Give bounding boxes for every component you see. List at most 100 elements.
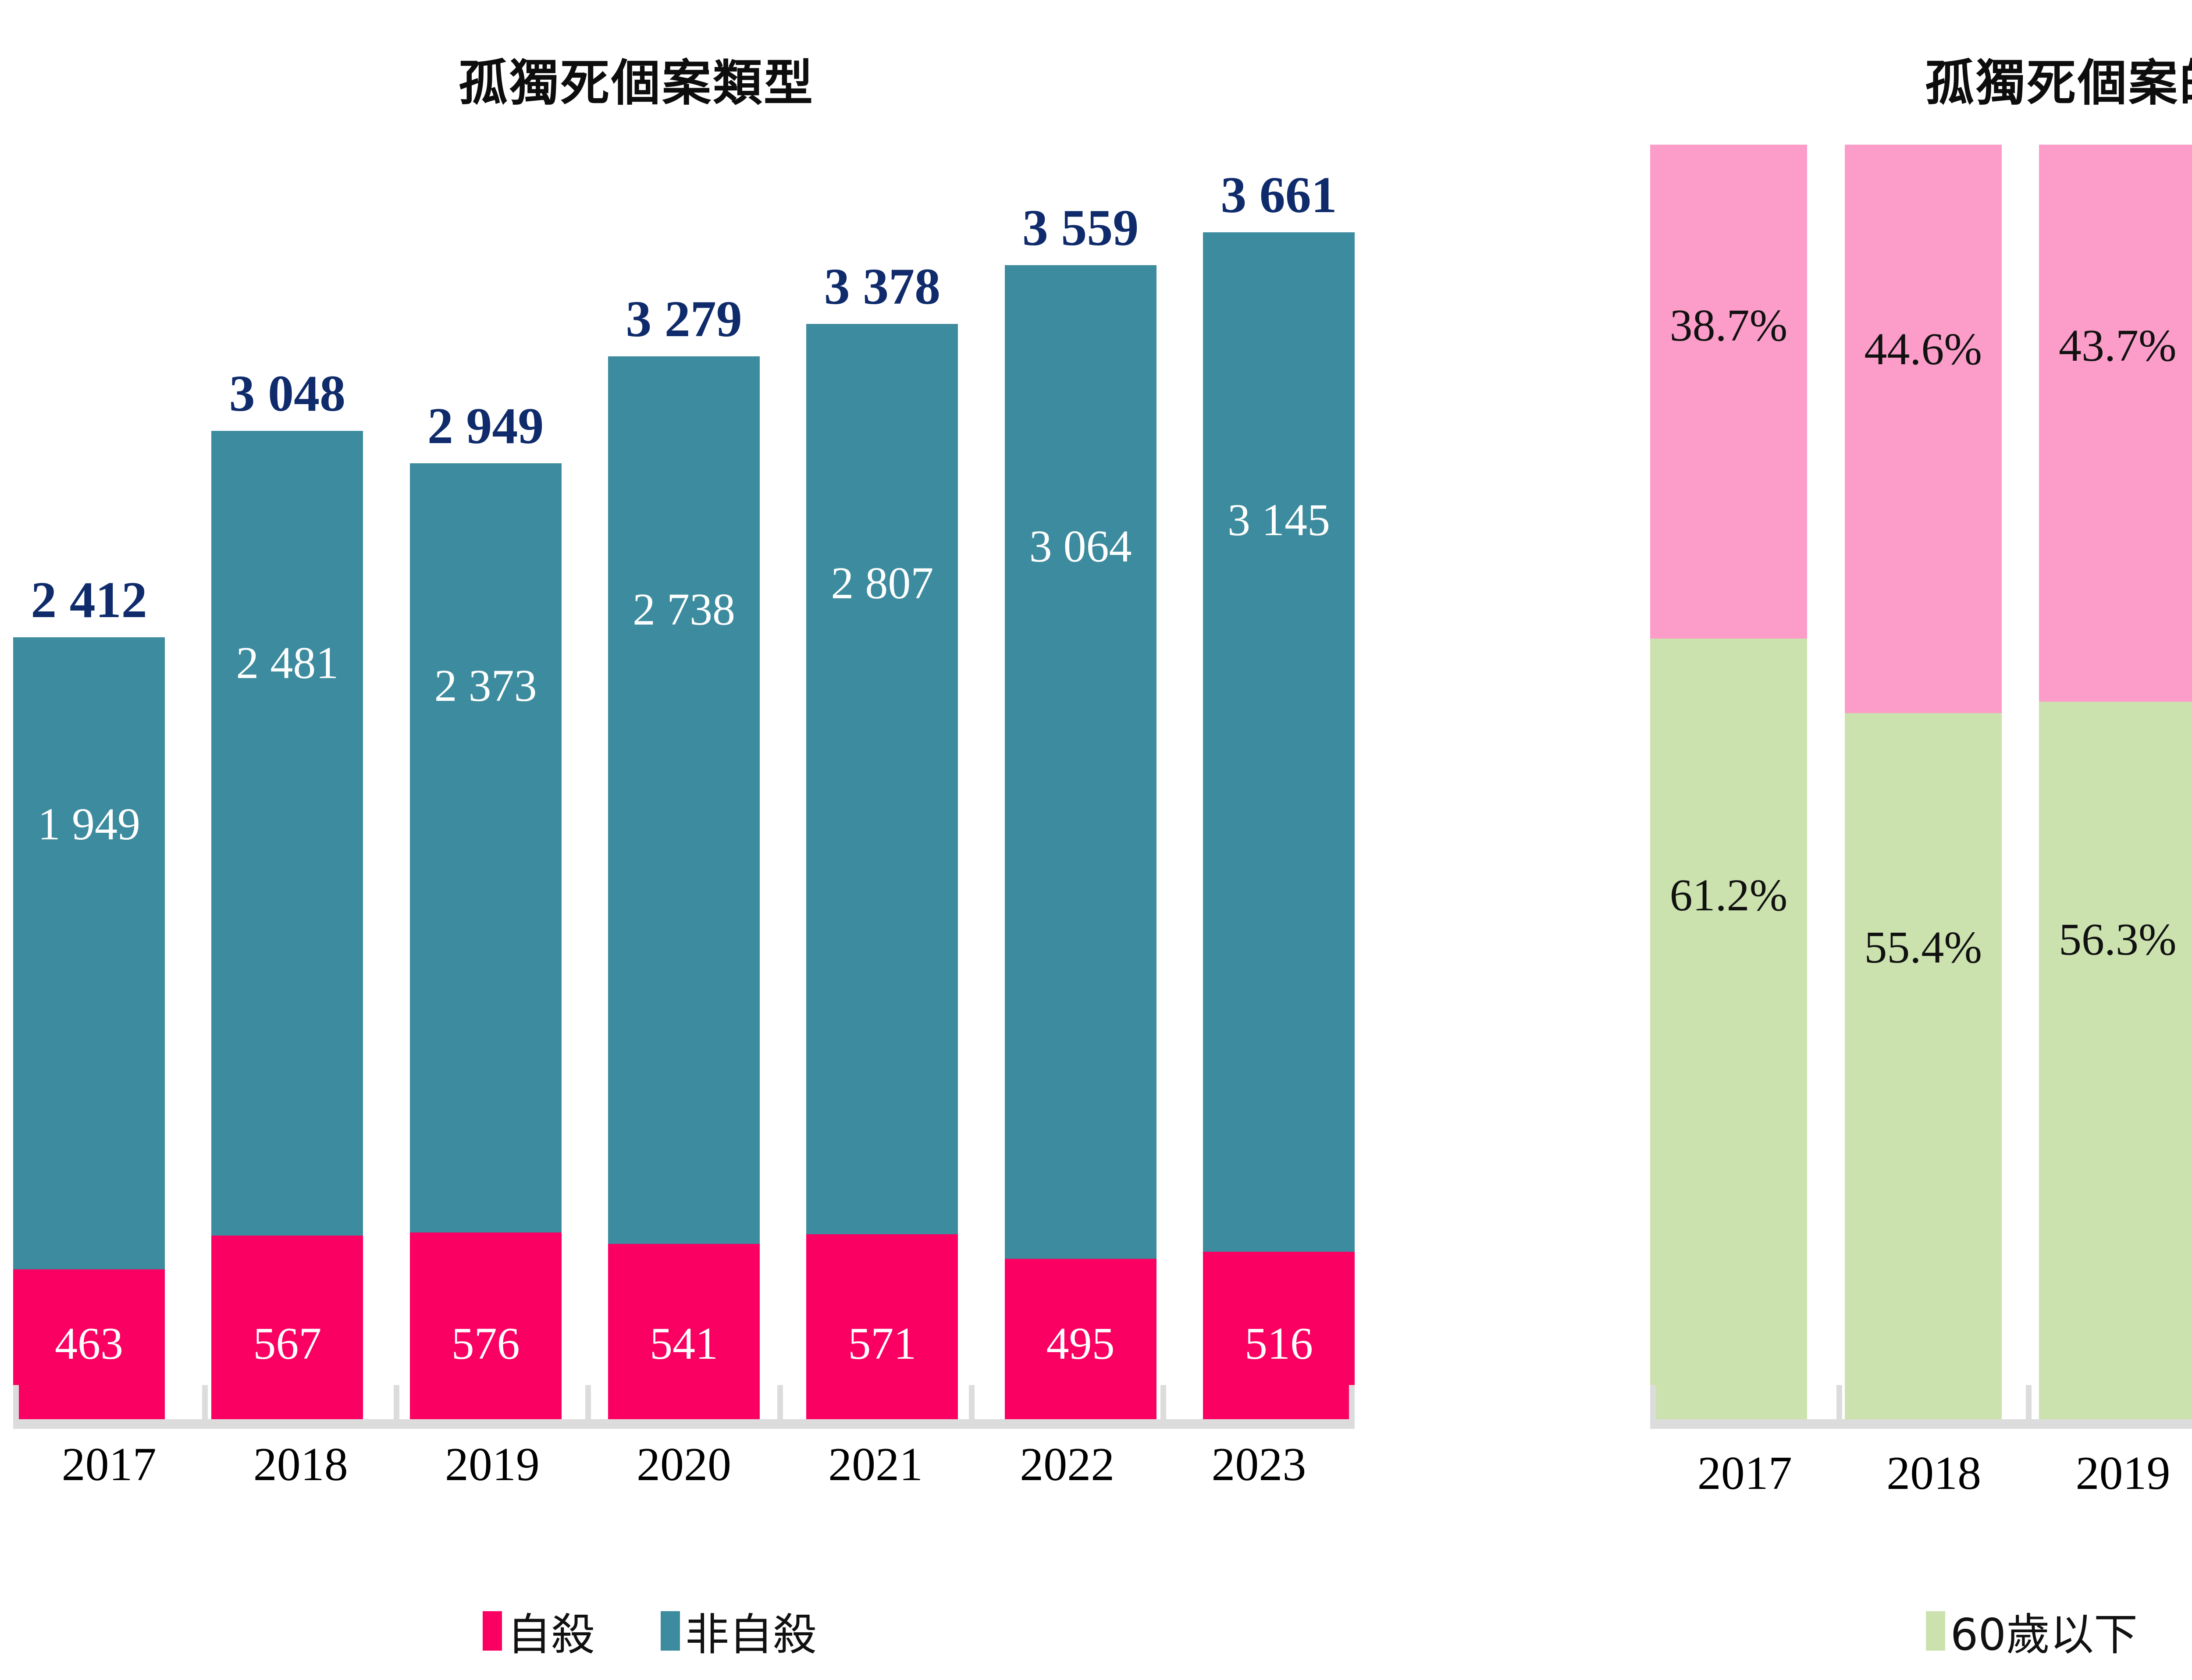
bar-total-label: 2 412 (31, 571, 147, 629)
legend-left: 自殺 非自殺 (0, 1599, 1505, 1662)
stacked-bar[interactable]: 3 559 3 064 495 (1004, 131, 1156, 1419)
bar-segment-value-label: 3 064 (1029, 521, 1132, 572)
stacked-bar[interactable]: 38.7% 61.2% (1650, 145, 1807, 1419)
chart-panel-case-type: 孤獨死個案類型 2 412 1 949 463 3 048 2 481 567 2 949 2… (0, 54, 1505, 1662)
axis-tick-mark (1349, 1385, 1355, 1419)
x-axis-tick-label: 2023 (1211, 1438, 1306, 1491)
axis-tick-mark (777, 1385, 783, 1419)
bar-segment-age-60-or-above[interactable]: 43.7% (2039, 145, 2192, 702)
bar-segment-percent-label: 61.2% (1669, 870, 1788, 920)
bar-group-left: 2 412 1 949 463 3 048 2 481 567 2 949 2 373 576 3… (13, 131, 1355, 1419)
legend-item[interactable]: 自殺 (483, 1599, 595, 1662)
bar-segment-value-label: 571 (848, 1318, 917, 1369)
x-axis-tick-label: 2018 (1886, 1447, 1982, 1499)
page-title-left: 孤獨死個案類型 (459, 54, 815, 112)
axis-tick-mark (1836, 1385, 1843, 1419)
bar-segment-value-label: 3 145 (1227, 494, 1330, 545)
bar-total-label: 3 559 (1022, 199, 1139, 257)
bar-total-label: 2 949 (427, 397, 544, 455)
stacked-bar[interactable]: 44.6% 55.4% (1844, 145, 2002, 1419)
legend-item[interactable]: 60歲以下 (1925, 1599, 2138, 1662)
bar-segment-value-label: 567 (253, 1318, 322, 1369)
x-axis-tick-label: 2022 (1020, 1438, 1115, 1491)
x-axis-tick-label: 2018 (253, 1438, 348, 1491)
bar-total-label: 3 279 (626, 290, 742, 348)
bar-segment-value-label: 2 738 (632, 584, 735, 635)
bar-segment-value-label: 2 481 (236, 637, 339, 688)
legend-item[interactable]: 非自殺 (661, 1599, 817, 1662)
bar-segment-value-label: 516 (1244, 1318, 1313, 1369)
x-axis-line-left (13, 1419, 1355, 1429)
bar-total-label: 3 661 (1221, 166, 1337, 224)
bar-segment-percent-label: 56.3% (2058, 914, 2177, 965)
bar-total-label: 3 048 (229, 365, 346, 423)
plot-area-left: 2 412 1 949 463 3 048 2 481 567 2 949 2 373 576 3… (13, 131, 1355, 1429)
stacked-bar[interactable]: 2 412 1 949 463 (13, 131, 165, 1419)
stacked-bar[interactable]: 3 661 3 145 516 (1203, 131, 1355, 1419)
legend-label: 60歲以下 (1950, 1609, 2138, 1660)
bar-segment-value-label: 1 949 (38, 799, 140, 849)
stacked-bar[interactable]: 3 378 2 807 571 (806, 131, 958, 1419)
page-title-right: 孤獨死個案的年齡組別 (1925, 54, 2192, 112)
legend-swatch-icon (1925, 1611, 1945, 1651)
legend-label: 非自殺 (685, 1609, 817, 1660)
x-axis-tick-label: 2017 (61, 1438, 157, 1491)
bar-segment-value-label: 495 (1046, 1318, 1115, 1369)
bar-segment-suicide[interactable]: 571 (806, 1234, 958, 1419)
bar-segment-non-suicide[interactable]: 1 949 (13, 637, 165, 1269)
bar-segment-suicide[interactable]: 567 (211, 1235, 363, 1419)
bar-segment-non-suicide[interactable]: 3 145 (1203, 232, 1355, 1252)
axis-tick-mark (2025, 1385, 2032, 1419)
bar-segment-age-under-60[interactable]: 61.2% (1650, 638, 1807, 1419)
plot-area-right: 38.7%61.2%44.6%55.4%43.7%56.3%46.8%53.2%… (1650, 145, 2192, 1429)
bar-segment-suicide[interactable]: 541 (608, 1243, 760, 1419)
x-axis-labels-left: 2017 2018 2019 2020 2021 2022 2023 (13, 1438, 1355, 1492)
bar-segment-value-label: 2 807 (831, 558, 934, 609)
bar-segment-value-label: 2 373 (434, 661, 537, 711)
x-axis-line-right (1650, 1419, 2192, 1429)
legend-label: 自殺 (507, 1609, 595, 1660)
bar-group-right: 38.7%61.2%44.6%55.4%43.7%56.3%46.8%53.2%… (1650, 145, 2192, 1419)
axis-tick-mark (1650, 1385, 1656, 1419)
bar-segment-value-label: 541 (649, 1318, 718, 1369)
x-axis-tick-label: 2019 (445, 1438, 540, 1491)
stacked-bar[interactable]: 43.7% 56.3% (2039, 145, 2192, 1419)
bar-total-label: 3 378 (824, 258, 941, 316)
bar-segment-non-suicide[interactable]: 2 807 (806, 324, 958, 1234)
bar-segment-suicide[interactable]: 516 (1203, 1252, 1355, 1419)
axis-tick-mark (202, 1385, 208, 1419)
x-axis-tick-label: 2017 (1697, 1447, 1792, 1499)
axis-tick-mark (13, 1385, 19, 1419)
legend-swatch-icon (483, 1611, 502, 1651)
bar-segment-percent-label: 38.7% (1669, 300, 1788, 351)
bar-segment-age-under-60[interactable]: 56.3% (2039, 701, 2192, 1419)
axis-tick-mark (585, 1385, 591, 1419)
bar-segment-value-label: 463 (55, 1318, 123, 1369)
bar-segment-suicide[interactable]: 576 (409, 1232, 562, 1419)
x-axis-tick-label: 2021 (828, 1438, 923, 1491)
legend-right: 60歲以下60歲或以上 (1505, 1599, 2192, 1662)
bar-segment-non-suicide[interactable]: 2 738 (608, 356, 760, 1244)
bar-segment-age-60-or-above[interactable]: 38.7% (1650, 145, 1807, 639)
bar-segment-non-suicide[interactable]: 3 064 (1004, 265, 1156, 1259)
bar-segment-non-suicide[interactable]: 2 373 (409, 463, 562, 1232)
axis-tick-mark (968, 1385, 975, 1419)
axis-tick-mark (1160, 1385, 1166, 1419)
stacked-bar[interactable]: 2 949 2 373 576 (409, 131, 562, 1419)
bar-segment-age-under-60[interactable]: 55.4% (1844, 713, 2002, 1419)
stacked-bar[interactable]: 3 048 2 481 567 (211, 131, 363, 1419)
bar-segment-percent-label: 43.7% (2058, 320, 2177, 371)
bar-segment-non-suicide[interactable]: 2 481 (211, 431, 363, 1236)
chart-panel-age-group: 孤獨死個案的年齡組別 38.7% 61.2% 44.6% 55.4% 43.7% 56.3… (1505, 0, 2192, 1680)
bar-segment-value-label: 576 (451, 1318, 520, 1369)
x-axis-tick-label: 2019 (2075, 1447, 2171, 1499)
bar-segment-percent-label: 44.6% (1864, 324, 1982, 375)
axis-tick-mark (394, 1385, 400, 1419)
bar-segment-percent-label: 55.4% (1864, 922, 1982, 973)
bar-segment-suicide[interactable]: 463 (13, 1269, 165, 1419)
bar-segment-age-60-or-above[interactable]: 44.6% (1844, 145, 2002, 713)
bar-segment-suicide[interactable]: 495 (1004, 1258, 1156, 1419)
stacked-bar[interactable]: 3 279 2 738 541 (608, 131, 760, 1419)
